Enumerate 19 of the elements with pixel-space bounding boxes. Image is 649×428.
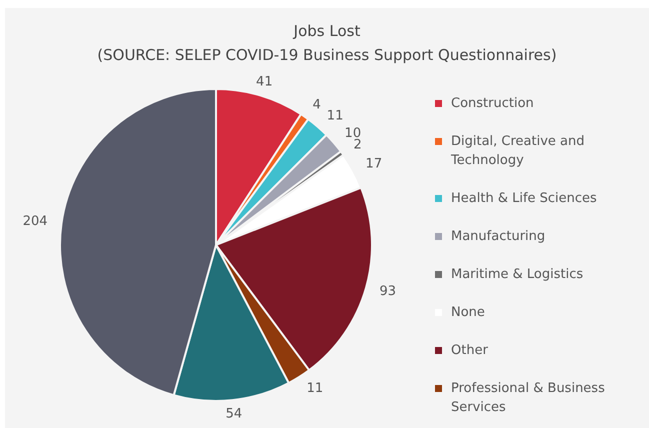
- legend-label: Health & Life Sciences: [450, 190, 598, 208]
- chart-title: Jobs Lost: [292, 22, 362, 40]
- data-label: 41: [256, 74, 273, 90]
- legend-label: Maritime & Logistics: [450, 266, 584, 284]
- data-label: 2: [353, 137, 362, 152]
- legend-label: Construction: [450, 95, 535, 113]
- data-label: 4: [312, 97, 321, 112]
- data-label: 93: [379, 284, 396, 299]
- legend-label: Digital, Creative and Technology: [450, 133, 586, 170]
- data-label: 11: [306, 381, 324, 396]
- legend-label: Other: [450, 342, 489, 360]
- legend-label: Manufacturing: [450, 228, 546, 246]
- data-label: 54: [226, 406, 242, 422]
- legend-label: Professional & Business Services: [450, 380, 606, 417]
- data-label: 11: [326, 108, 344, 124]
- chart-subtitle: (SOURCE: SELEP COVID-19 Business Support Questionnaires): [96, 46, 558, 64]
- data-label: 204: [22, 214, 48, 230]
- legend-label: None: [450, 304, 486, 322]
- data-label: 17: [366, 156, 382, 172]
